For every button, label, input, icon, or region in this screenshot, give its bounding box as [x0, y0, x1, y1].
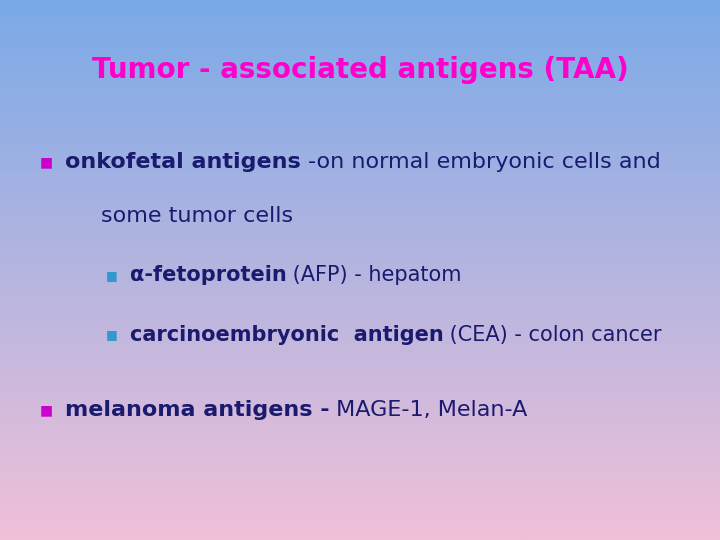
- Text: some tumor cells: some tumor cells: [101, 206, 293, 226]
- Text: onkofetal antigens: onkofetal antigens: [65, 152, 308, 172]
- Text: α-fetoprotein: α-fetoprotein: [130, 265, 287, 286]
- Text: (AFP) - hepatom: (AFP) - hepatom: [287, 265, 462, 286]
- Text: ■: ■: [106, 328, 117, 341]
- Text: -on normal embryonic cells and: -on normal embryonic cells and: [308, 152, 661, 172]
- Text: MAGE-1, Melan-A: MAGE-1, Melan-A: [330, 400, 528, 421]
- Text: ■: ■: [106, 269, 117, 282]
- Text: melanoma antigens -: melanoma antigens -: [65, 400, 330, 421]
- Text: ■: ■: [40, 403, 53, 417]
- Text: Tumor - associated antigens (TAA): Tumor - associated antigens (TAA): [91, 56, 629, 84]
- Text: carcinoembryonic  antigen: carcinoembryonic antigen: [130, 325, 444, 345]
- Text: ■: ■: [40, 155, 53, 169]
- Text: (CEA) - colon cancer: (CEA) - colon cancer: [444, 325, 662, 345]
